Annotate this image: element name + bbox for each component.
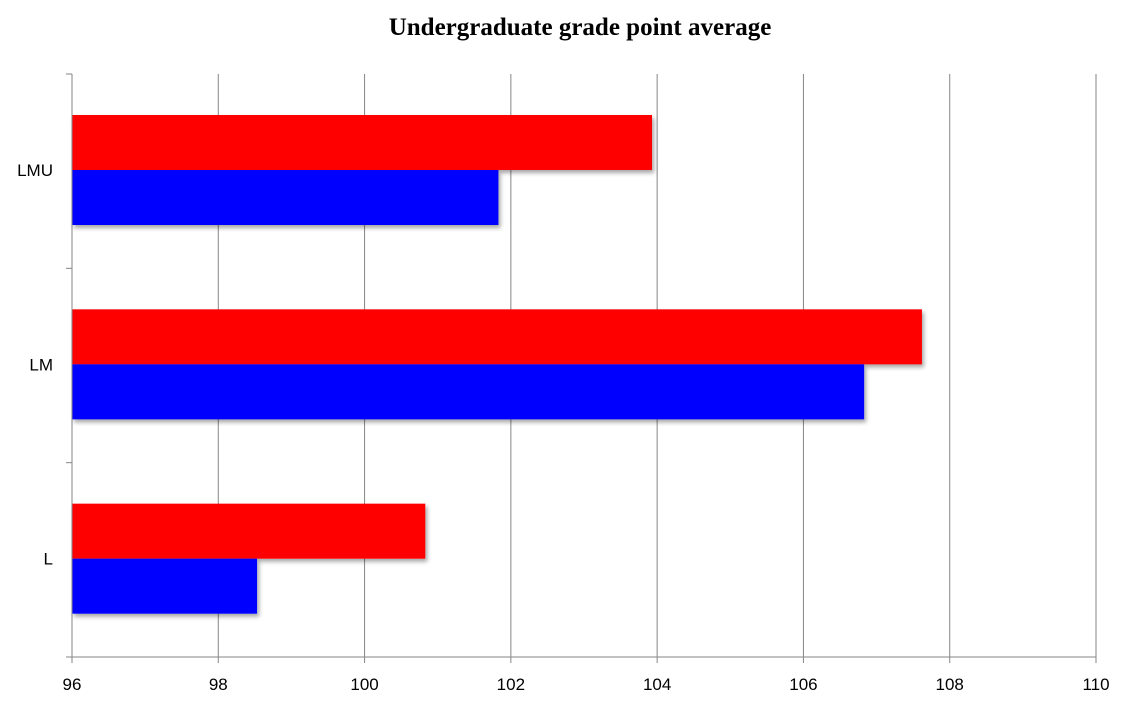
- y-category-label: LMU: [17, 161, 53, 180]
- y-category-label: LM: [29, 355, 53, 374]
- x-tick-label: 108: [936, 675, 964, 694]
- x-tick-label: 106: [789, 675, 817, 694]
- chart-title: Undergraduate grade point average: [388, 14, 772, 41]
- bar-l-1: [72, 558, 258, 614]
- bar-lmu-1: [72, 170, 499, 225]
- bar-lmu-0: [72, 115, 653, 170]
- x-tick-label: 100: [350, 675, 378, 694]
- x-tick-label: 96: [63, 675, 82, 694]
- x-tick-label: 104: [643, 675, 671, 694]
- x-tick-label: 110: [1082, 675, 1109, 694]
- tick-labels: 96 98 100 102 104 106 108 110 LMU LM L: [17, 161, 1109, 694]
- bar-lm-1: [72, 364, 865, 420]
- bar-lm-0: [72, 309, 922, 365]
- axes: [66, 73, 1097, 663]
- x-tick-label: 98: [209, 675, 228, 694]
- bar-l-0: [72, 503, 426, 559]
- x-tick-label: 102: [497, 675, 525, 694]
- y-category-label: L: [44, 550, 53, 569]
- bars: [72, 115, 922, 614]
